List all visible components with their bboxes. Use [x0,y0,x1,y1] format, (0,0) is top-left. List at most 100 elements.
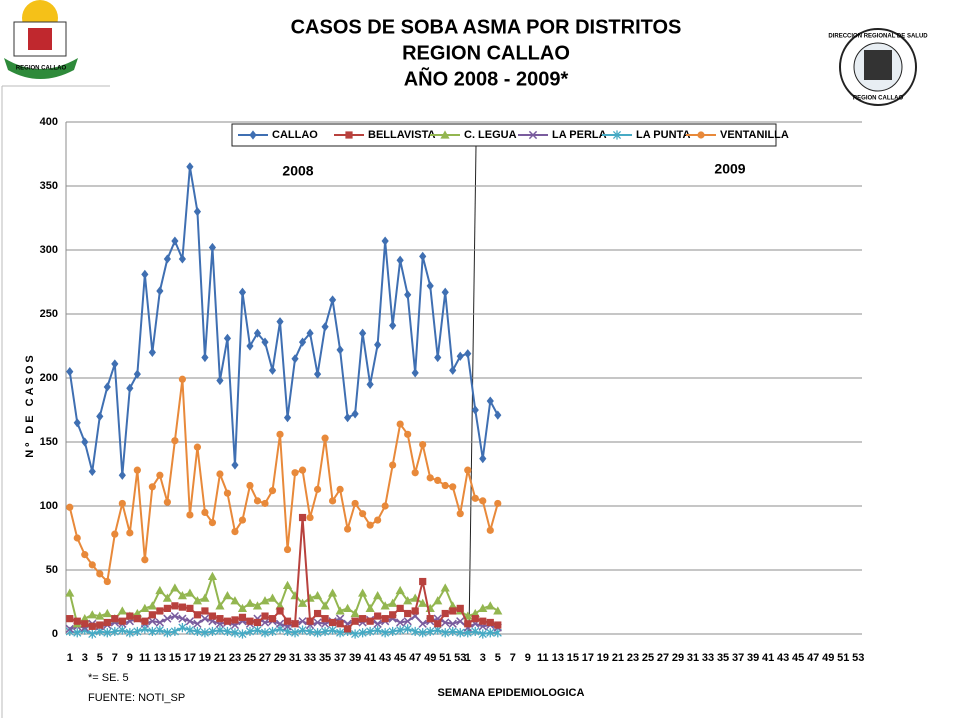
data-point [103,618,111,627]
data-point [185,625,194,635]
data-point [441,609,449,618]
data-point [366,521,374,529]
x-tick-label: 37 [732,652,744,664]
data-point [245,598,255,607]
y-tick-label: 250 [40,308,58,320]
data-point [238,613,247,621]
data-point [141,617,149,625]
data-point [486,618,494,627]
data-point [320,601,330,610]
x-axis-label: SEMANA EPIDEMIOLOGICA [438,687,585,699]
data-point [456,628,465,638]
data-point [170,611,180,621]
data-point [313,485,322,493]
data-point [141,556,149,564]
data-point [246,481,254,490]
x-tick-label: 45 [394,652,406,664]
data-point [411,626,420,637]
data-point [485,601,495,610]
data-point [133,466,141,474]
data-point [441,481,449,490]
data-point [268,626,277,637]
x-tick-label: 41 [364,652,376,664]
data-point [215,601,225,610]
x-tick-label: 23 [229,652,241,664]
data-point [395,585,405,595]
data-point [449,483,457,491]
data-point [486,526,494,534]
data-point [118,499,126,508]
data-point [87,610,97,619]
data-point [193,611,202,619]
y-tick-label: 200 [40,372,58,384]
annotation: 2009 [714,161,745,177]
data-point [276,317,284,327]
data-point [81,551,89,559]
data-point [81,437,89,447]
logo-text: REGION CALLAO [16,66,67,72]
data-point [283,413,292,423]
y-tick-label: 300 [40,244,58,256]
data-point [73,418,81,428]
data-point [66,615,74,623]
data-point [253,625,262,635]
data-point [186,604,194,612]
data-point [448,619,457,628]
data-point [230,596,240,605]
legend-marker [697,131,705,139]
legend-box [231,123,777,147]
data-point [201,607,209,615]
data-point [222,591,233,600]
data-point [471,405,479,415]
data-point [148,347,156,357]
data-point [192,596,203,605]
data-point [66,367,74,377]
x-tick-label: 5 [495,652,501,664]
x-tick-label: 5 [97,652,103,664]
data-point [178,603,186,611]
data-point [351,499,359,508]
data-point [185,588,195,597]
chart-title: REGION CALLAO [402,42,570,64]
y-tick-label: 0 [52,628,58,640]
x-tick-label: 37 [334,652,346,664]
data-point [343,603,353,612]
data-point [321,626,330,637]
data-point [411,607,419,615]
data-point [208,626,217,637]
data-point [456,510,464,518]
legend-label: C. LEGUA [464,129,517,141]
data-point [433,596,443,605]
data-point [358,588,368,597]
x-tick-label: 19 [597,652,609,664]
data-point [111,615,119,623]
data-point [95,611,105,620]
data-point [148,617,157,626]
data-point [381,502,389,510]
data-point [426,615,434,623]
series-line [69,517,499,631]
data-point [321,322,329,332]
data-point [276,607,284,615]
data-point [426,281,434,291]
data-point [456,617,465,626]
data-point [411,368,419,378]
data-point [373,625,382,635]
data-point [479,497,487,505]
data-point [260,628,270,638]
data-point [268,615,277,623]
x-tick-label: 35 [717,652,729,664]
chart-title: AÑO 2008 - 2009* [404,67,569,90]
x-tick-label: 51 [439,652,451,664]
data-point [321,615,329,623]
data-point [344,413,352,423]
data-point [200,614,210,623]
data-point [478,603,488,612]
y-tick-label: 350 [40,180,58,192]
data-point [186,511,194,519]
data-point [186,162,194,172]
data-point [478,629,487,639]
data-point [148,611,156,619]
data-point [238,287,247,297]
